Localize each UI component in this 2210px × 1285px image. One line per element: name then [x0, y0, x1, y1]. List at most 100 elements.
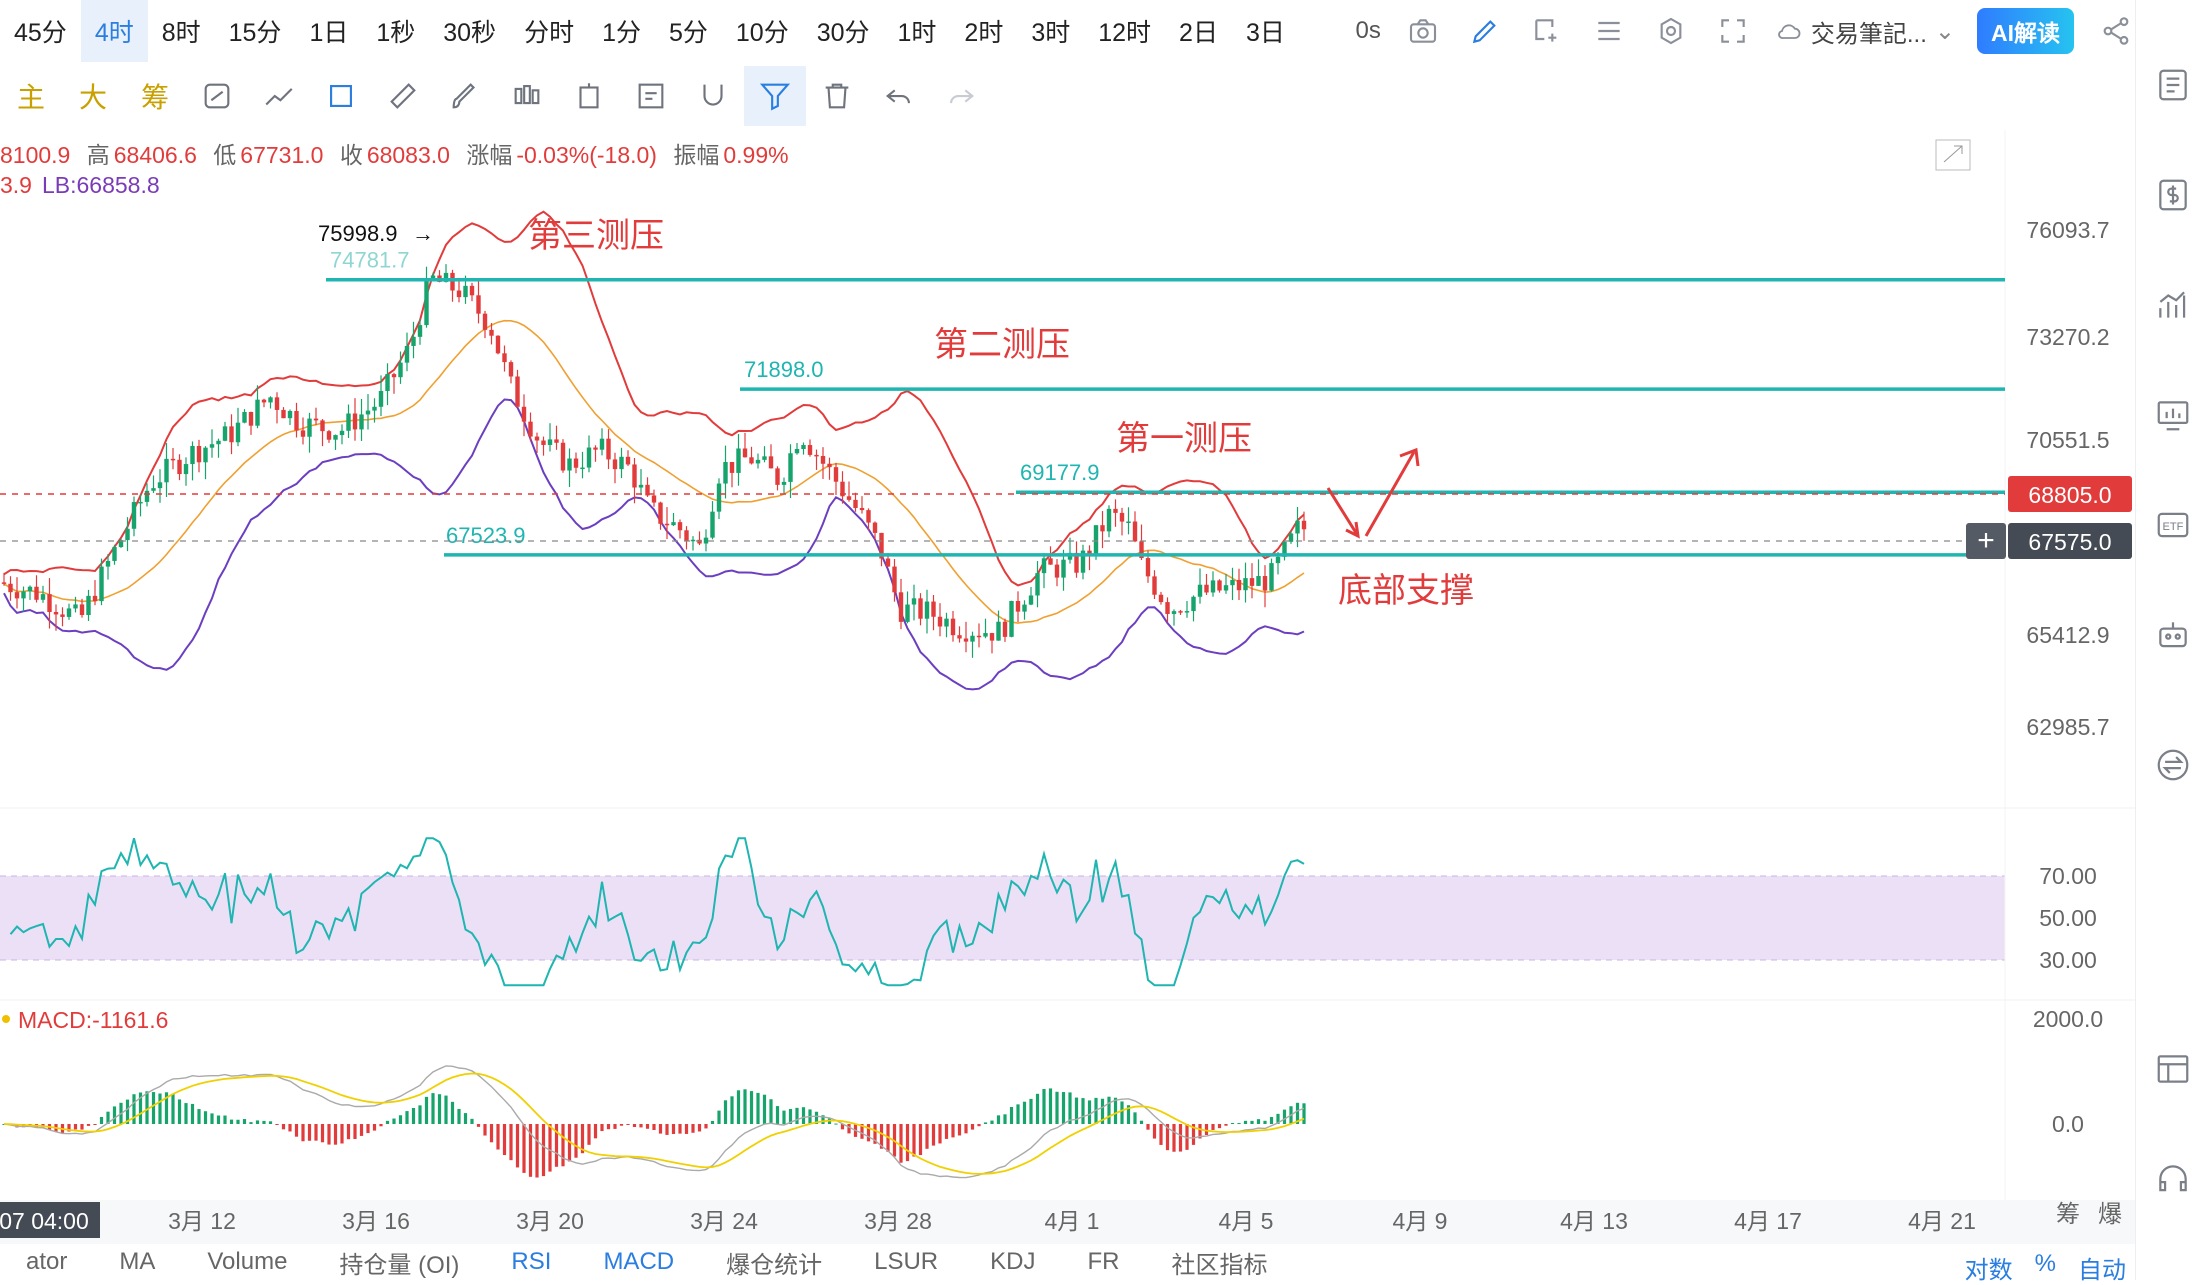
pencil-icon[interactable] [1465, 11, 1505, 51]
fullscreen-icon[interactable] [1713, 11, 1753, 51]
magnet-icon[interactable] [682, 66, 744, 126]
trading-notes-button[interactable]: 交易筆記... ⌄ [1775, 14, 1955, 49]
price-chart[interactable]: 74781.7 71898.0 69177.9 67523.9 76093.7 7327… [0, 0, 2136, 1244]
macd-bar [392, 1118, 396, 1124]
indicator-tab[interactable]: RSI [511, 1248, 552, 1275]
position-tool-icon[interactable] [558, 66, 620, 126]
macd-bar [164, 1092, 169, 1124]
ruler-icon[interactable] [372, 66, 434, 126]
timeframe-tab[interactable]: 分时 [524, 19, 575, 47]
timeframe-tab[interactable]: 2日 [1179, 19, 1218, 47]
layout-icon[interactable] [2154, 1050, 2192, 1088]
axis-corner-chip[interactable]: 筹 [2056, 1201, 2080, 1228]
robot-icon[interactable] [2154, 616, 2192, 654]
candle-body [378, 390, 384, 407]
percent-scale-toggle[interactable]: % [2034, 1250, 2056, 1277]
dollar-icon[interactable] [2154, 176, 2192, 214]
cross-plus-bg[interactable] [1966, 523, 2006, 559]
chip-toggle[interactable]: 筹 [140, 82, 169, 113]
timeframe-tab[interactable]: 3时 [1031, 19, 1071, 47]
indicator-tab[interactable]: FR [1087, 1248, 1120, 1275]
timeframe-tab[interactable]: 10分 [735, 19, 789, 47]
candle-body [853, 499, 858, 508]
boll-upper-line [3, 210, 1305, 587]
main-indicator-toggle[interactable]: 主 [16, 82, 45, 113]
candle-body [66, 608, 72, 617]
list-settings-icon[interactable] [1589, 11, 1629, 51]
share-icon[interactable] [2096, 11, 2136, 51]
axis-corner-liq[interactable]: 爆 [2098, 1201, 2122, 1228]
timeframe-tab[interactable]: 15分 [228, 19, 282, 47]
timeframe-tab[interactable]: 1分 [602, 19, 641, 47]
indicator-tab[interactable]: LSUR [874, 1248, 939, 1275]
monitor-chart-icon[interactable] [2154, 396, 2192, 434]
amp-value: 0.99% [723, 142, 789, 168]
timeframe-tab[interactable]: 1秒 [376, 19, 416, 47]
macd-bar [996, 1115, 1001, 1124]
brush-icon[interactable] [434, 66, 496, 126]
trash-icon[interactable] [806, 66, 868, 126]
macd-bar [1224, 1124, 1228, 1126]
timeframe-tab[interactable]: 1日 [309, 19, 349, 47]
macd-bar [827, 1118, 832, 1124]
filter-icon[interactable] [744, 66, 806, 126]
timeframe-tab[interactable]: 45分 [14, 19, 67, 47]
timeframe-tab[interactable]: 4时 [80, 0, 148, 62]
camera-icon[interactable] [1403, 11, 1443, 51]
headset-icon[interactable] [2154, 1160, 2192, 1198]
timeframe-tab[interactable]: 30秒 [443, 19, 497, 47]
indicator-tab[interactable]: ator [26, 1248, 68, 1275]
macd-bar [756, 1092, 760, 1124]
date-axis-label: 4月 5 [1219, 1208, 1274, 1234]
replay-icon[interactable] [186, 66, 248, 126]
exchange-icon[interactable] [2154, 746, 2192, 784]
candle-tool-icon[interactable] [496, 66, 558, 126]
macd-bar [288, 1124, 292, 1132]
macd-bar [80, 1124, 84, 1130]
indicator-tab[interactable]: 持仓量 (OI) [339, 1251, 460, 1279]
etf-icon[interactable]: ETF [2154, 506, 2192, 544]
indicator-tab[interactable]: Volume [207, 1248, 288, 1275]
macd-bar [457, 1108, 461, 1124]
trend-tool-icon[interactable] [248, 66, 310, 126]
redo-icon[interactable] [930, 66, 992, 126]
undo-icon[interactable] [868, 66, 930, 126]
candle-body [411, 336, 416, 346]
macd-bar [138, 1092, 143, 1124]
indicator-tab[interactable]: MACD [603, 1248, 675, 1275]
timeframe-tab[interactable]: 1时 [897, 19, 937, 47]
macd-bar [873, 1124, 877, 1144]
candle-body [125, 528, 130, 541]
macd-bar [223, 1115, 227, 1124]
timeframe-tab[interactable]: 2时 [964, 19, 1004, 47]
macd-bar [385, 1120, 390, 1124]
candle-body [333, 435, 338, 440]
big-order-toggle[interactable]: 大 [78, 82, 107, 113]
indicator-tab[interactable]: 爆仓统计 [726, 1251, 823, 1279]
timeframe-tab[interactable]: 3日 [1245, 19, 1285, 47]
timeframe-tab[interactable]: 5分 [668, 19, 708, 47]
trading-notes-label: 交易筆記... [1810, 20, 1927, 48]
gear-icon[interactable] [1651, 11, 1691, 51]
macd-bar [67, 1124, 71, 1132]
trend-chart-icon[interactable] [2154, 286, 2192, 324]
rectangle-tool-icon[interactable] [310, 66, 372, 126]
indicator-tab[interactable]: 社区指标 [1171, 1251, 1268, 1279]
candle-body [79, 604, 85, 616]
ai-interpret-button[interactable]: AI解读 [1977, 8, 2074, 54]
macd-bar [151, 1092, 156, 1124]
expand-icon[interactable] [1935, 139, 1971, 171]
indicator-tab[interactable]: MA [119, 1248, 156, 1275]
add-window-icon[interactable] [1527, 11, 1567, 51]
indicator-tab[interactable]: KDJ [990, 1248, 1036, 1275]
orderbook-icon[interactable] [2154, 66, 2192, 104]
plus-icon[interactable]: + [1977, 524, 1995, 557]
macd-bar [353, 1124, 357, 1140]
timeframe-tab[interactable]: 12时 [1098, 19, 1152, 47]
macd-bar [86, 1124, 91, 1126]
cross-price-tag: 67575.0 [2028, 529, 2111, 555]
macd-bar [1003, 1114, 1007, 1124]
note-tool-icon[interactable] [620, 66, 682, 126]
timeframe-tab[interactable]: 30分 [816, 19, 870, 47]
timeframe-tab[interactable]: 8时 [161, 19, 201, 47]
